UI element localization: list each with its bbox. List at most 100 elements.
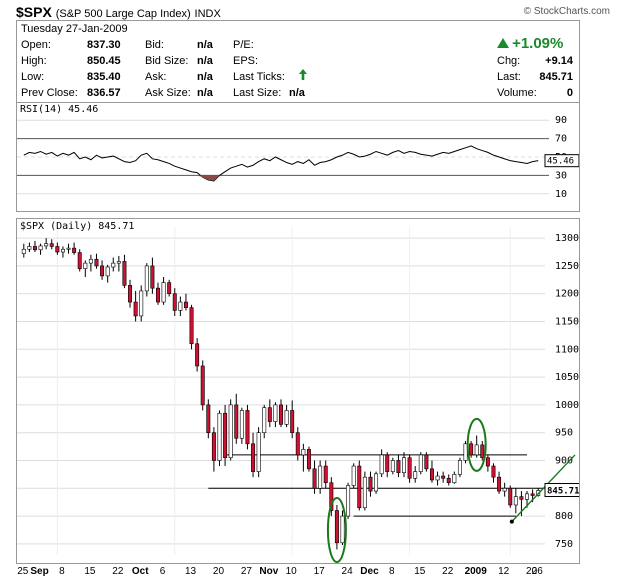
price-tick-label: 1150 xyxy=(555,317,579,328)
candle-body xyxy=(435,475,440,481)
candle-body xyxy=(446,477,451,484)
candle-body xyxy=(491,465,496,478)
candle-body xyxy=(530,493,535,496)
candle-body xyxy=(122,261,127,286)
candle-body xyxy=(128,285,133,303)
candle-body xyxy=(379,454,384,475)
candle-body xyxy=(245,410,250,445)
last-value: 845.71 xyxy=(539,71,573,83)
candle-body xyxy=(156,287,160,303)
candle-body xyxy=(474,444,479,456)
candle-body xyxy=(396,460,401,474)
prev-close-value: 836.57 xyxy=(87,87,121,99)
rsi-tick-label: 30 xyxy=(555,170,567,181)
rsi-line xyxy=(23,145,539,182)
candle-body xyxy=(111,262,116,268)
price-tick-label: 1000 xyxy=(555,400,579,411)
x-axis-tick-label: Oct xyxy=(132,566,149,577)
high-circle-annotation xyxy=(466,417,487,472)
exchange: INDX xyxy=(194,8,221,20)
candle-body xyxy=(413,471,418,479)
candle-body xyxy=(273,404,278,422)
rsi-chart: 907050301045.46 xyxy=(17,115,580,200)
bid-size-label: Bid Size: xyxy=(145,55,189,67)
price-tick-label: 1250 xyxy=(555,261,579,272)
candle-body xyxy=(49,243,54,247)
bid-size-value: n/a xyxy=(197,55,213,67)
price-tick-label: 800 xyxy=(555,511,573,522)
candle-body xyxy=(329,482,334,511)
candle-body xyxy=(424,454,429,470)
price-tick-label: 1300 xyxy=(555,233,579,244)
x-axis-tick-label: 20 xyxy=(213,566,225,577)
x-axis-tick-label: 15 xyxy=(414,566,426,577)
x-axis-tick-label: 20 xyxy=(526,566,538,577)
candle-body xyxy=(306,449,311,470)
candle-body xyxy=(262,407,267,433)
low-value: 835.40 xyxy=(87,71,121,83)
candle-body xyxy=(463,443,468,461)
up-arrow-icon xyxy=(299,69,307,83)
candle-body xyxy=(251,443,256,472)
x-axis-tick-label: 10 xyxy=(286,566,298,577)
x-axis-tick-label: 24 xyxy=(342,566,354,577)
candle-body xyxy=(206,404,211,433)
candle-body xyxy=(116,261,121,264)
last-price-value: 845.71 xyxy=(547,487,579,497)
high-value: 850.45 xyxy=(87,55,121,67)
rsi-tick-label: 90 xyxy=(555,115,567,126)
chg-value: +9.14 xyxy=(545,55,573,67)
bid-value: n/a xyxy=(197,39,213,51)
index-name: (S&P 500 Large Cap Index) xyxy=(55,8,191,20)
last-size-label: Last Size: xyxy=(233,87,282,99)
x-axis-tick-label: Dec xyxy=(360,566,379,577)
pct-change: +1.09% xyxy=(497,35,563,52)
quote-panel: Tuesday 27-Jan-2009 Open: 837.30 High: 8… xyxy=(16,20,580,104)
candle-body xyxy=(519,496,524,500)
candle-body xyxy=(418,454,423,472)
pe-label: P/E: xyxy=(233,39,254,51)
x-axis-tick-label: 8 xyxy=(389,566,395,577)
candle-body xyxy=(139,290,144,317)
x-axis-tick-label: 12 xyxy=(498,566,510,577)
candle-body xyxy=(334,510,339,544)
candle-body xyxy=(77,252,82,269)
low-label: Low: xyxy=(21,71,45,83)
candle-body xyxy=(55,246,60,253)
candle-body xyxy=(161,282,166,303)
candle-body xyxy=(211,432,216,461)
chart-title: $SPX (S&P 500 Large Cap Index) INDX xyxy=(16,4,221,20)
candle-body xyxy=(480,444,485,459)
x-axis-tick-label: 13 xyxy=(185,566,197,577)
x-axis-tick-label: 27 xyxy=(241,566,253,577)
candle-body xyxy=(295,432,300,456)
candle-body xyxy=(195,343,200,367)
brand-watermark[interactable]: © StockCharts.com xyxy=(523,6,610,17)
candle-body xyxy=(150,265,155,289)
candle-body xyxy=(351,465,356,486)
candle-body xyxy=(407,457,412,479)
candle-body xyxy=(390,460,395,472)
ask-size-label: Ask Size: xyxy=(145,87,191,99)
candle-body xyxy=(362,476,367,509)
candle-body xyxy=(323,465,328,484)
candle-body xyxy=(441,475,446,479)
candle-body xyxy=(44,243,49,247)
candle-body xyxy=(88,258,93,264)
candle-body xyxy=(290,410,295,433)
x-axis-tick-label: 2009 xyxy=(465,566,488,577)
candle-body xyxy=(402,457,406,474)
candle-body xyxy=(279,404,283,425)
x-axis-tick-label: 26 xyxy=(532,566,544,577)
candle-body xyxy=(469,443,474,456)
candle-body xyxy=(94,258,99,267)
candle-body xyxy=(223,412,228,459)
candle-body xyxy=(100,265,105,277)
x-axis-tick-label: 22 xyxy=(112,566,124,577)
ask-size-value: n/a xyxy=(197,87,213,99)
candle-body xyxy=(318,465,323,489)
x-axis-tick-label: 22 xyxy=(442,566,454,577)
candle-body xyxy=(385,454,390,472)
candle-body xyxy=(502,487,507,492)
candle-body xyxy=(256,432,261,472)
